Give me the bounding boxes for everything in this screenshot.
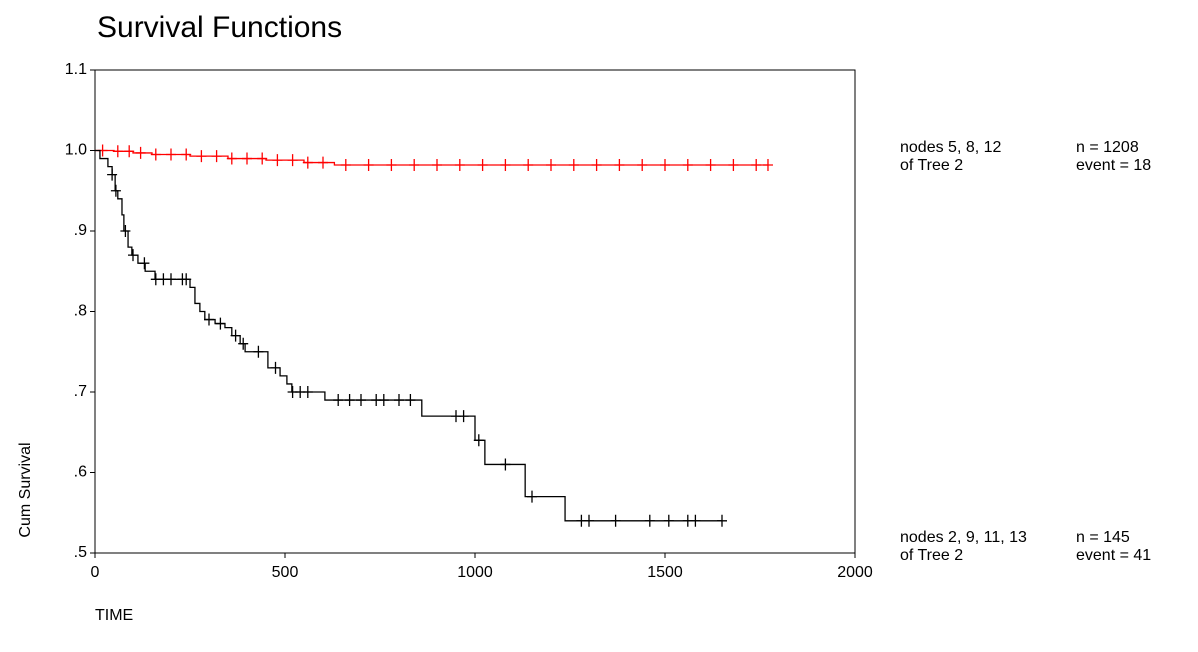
censor-mark [270, 361, 281, 374]
x-tick-label: 1500 [647, 564, 683, 581]
censor-mark [196, 150, 207, 163]
censor-mark [500, 458, 511, 471]
censor-mark [215, 317, 226, 330]
censor-mark [253, 345, 264, 358]
survival-curve [95, 149, 768, 166]
censor-mark [318, 156, 328, 169]
survival-curve [95, 149, 722, 522]
censor-mark [663, 514, 674, 527]
censor-mark [386, 158, 397, 171]
y-axis-label: Cum Survival [17, 442, 34, 537]
y-tick-label: .7 [74, 383, 87, 400]
censor-mark [139, 257, 150, 270]
censor-mark [124, 145, 135, 158]
censor-mark [302, 156, 313, 169]
y-tick-label: 1.1 [65, 61, 87, 78]
y-tick-label: 1.0 [65, 142, 87, 159]
censor-mark [409, 158, 420, 171]
censor-mark [181, 273, 192, 286]
censor-mark [287, 154, 298, 167]
censor-mark [166, 273, 176, 286]
x-tick-label: 0 [91, 564, 100, 581]
censor-mark [682, 158, 693, 171]
censor-mark [523, 158, 534, 171]
censor-mark [637, 158, 648, 171]
x-tick-label: 500 [272, 564, 299, 581]
legend-name: nodes 2, 9, 11, 13 [900, 529, 1027, 546]
censor-mark [204, 313, 214, 326]
legend-subname: of Tree 2 [900, 157, 963, 174]
censor-mark [705, 158, 716, 171]
censor-mark [120, 225, 131, 237]
censor-mark [546, 158, 556, 171]
censor-mark [272, 154, 283, 167]
censor-mark [333, 394, 344, 407]
censor-mark [150, 148, 161, 161]
censor-mark [614, 158, 625, 171]
censor-mark [762, 158, 773, 171]
censor-mark [473, 434, 484, 447]
censor-mark [257, 152, 268, 165]
legend-event: event = 41 [1076, 547, 1151, 564]
censor-mark [591, 158, 602, 171]
x-tick-label: 1000 [457, 564, 493, 581]
censor-mark [128, 249, 138, 262]
censor-mark [568, 158, 579, 171]
chart-title: Survival Functions [97, 11, 342, 44]
censor-mark [454, 158, 465, 171]
legend-name: nodes 5, 8, 12 [900, 139, 1002, 156]
y-tick-label: .9 [74, 222, 87, 239]
legend-n: n = 1208 [1076, 139, 1139, 156]
censor-mark [690, 514, 701, 527]
censor-mark [405, 394, 416, 407]
censor-mark [751, 158, 762, 171]
censor-mark [356, 394, 366, 407]
censor-mark [378, 394, 389, 407]
y-tick-label: .8 [74, 303, 87, 320]
censor-mark [238, 337, 249, 350]
legend-event: event = 18 [1076, 157, 1151, 174]
censor-mark [344, 394, 355, 407]
censor-mark [728, 158, 739, 171]
censor-mark [242, 152, 252, 165]
censor-mark [660, 158, 670, 171]
censor-mark [527, 490, 537, 503]
censor-mark [110, 184, 121, 197]
censor-mark [477, 158, 488, 171]
censor-mark [500, 158, 511, 171]
x-tick-label: 2000 [837, 564, 873, 581]
censor-mark [584, 514, 594, 527]
censor-mark [394, 394, 404, 407]
legend-n: n = 145 [1076, 529, 1130, 546]
censor-mark [458, 410, 469, 423]
y-tick-label: .6 [74, 464, 87, 481]
censor-mark [166, 148, 176, 161]
censor-mark [211, 150, 222, 163]
censor-mark [135, 146, 146, 159]
censor-mark [181, 148, 192, 161]
censor-mark [432, 158, 442, 171]
censor-mark [340, 158, 351, 171]
censor-mark [107, 168, 118, 181]
x-axis-label: TIME [95, 607, 133, 624]
censor-mark [230, 329, 241, 342]
censor-mark [302, 386, 313, 398]
censor-mark [644, 514, 655, 527]
censor-mark [363, 158, 374, 171]
censor-mark [112, 145, 123, 158]
y-tick-label: .5 [74, 544, 87, 561]
censor-mark [717, 514, 727, 527]
plot-frame [94, 69, 856, 554]
censor-mark [610, 514, 621, 527]
censor-mark [226, 152, 237, 165]
legend-subname: of Tree 2 [900, 547, 963, 564]
